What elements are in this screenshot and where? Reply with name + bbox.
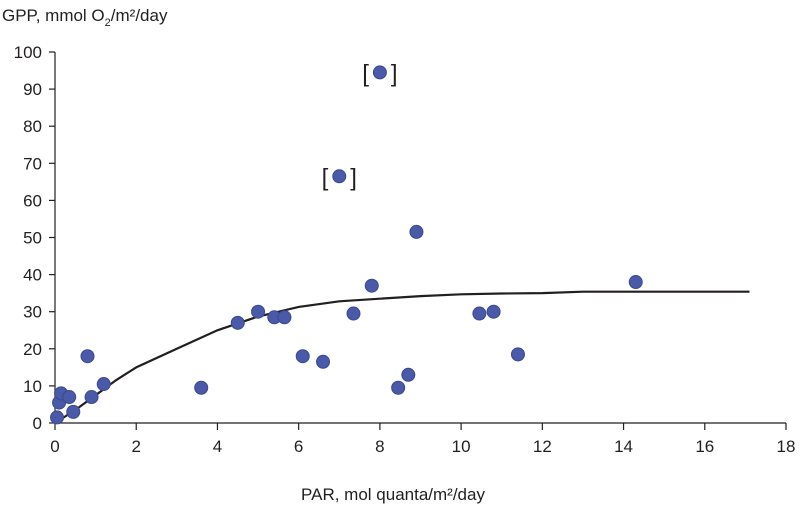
bracket-open: [ (362, 60, 369, 87)
y-tick-label: 100 (14, 43, 42, 62)
x-tick-label: 18 (777, 437, 796, 456)
data-point (66, 404, 81, 419)
y-tick-label: 70 (23, 154, 42, 173)
x-tick-label: 14 (614, 437, 633, 456)
y-tick-label: 80 (23, 117, 42, 136)
x-tick-label: 4 (213, 437, 222, 456)
x-tick-label: 0 (50, 437, 59, 456)
data-point (372, 65, 387, 80)
data-point (316, 354, 331, 369)
data-point (80, 349, 95, 364)
x-tick-label: 12 (533, 437, 552, 456)
x-tick-label: 2 (131, 437, 140, 456)
data-point (84, 390, 99, 405)
y-tick-label: 90 (23, 80, 42, 99)
y-tick-label: 40 (23, 266, 42, 285)
data-point (510, 347, 525, 362)
data-point (401, 367, 416, 382)
x-tick-label: 16 (695, 437, 714, 456)
bracket-open: [ (322, 164, 329, 191)
y-tick-label: 20 (23, 340, 42, 359)
bracket-close: ] (391, 60, 398, 87)
x-tick-label: 10 (452, 437, 471, 456)
data-point (62, 390, 77, 405)
y-tick-label: 60 (23, 191, 42, 210)
x-axis-title: PAR, mol quanta/m²/day (301, 485, 485, 504)
data-point (628, 275, 643, 290)
y-tick-label: 10 (23, 377, 42, 396)
data-point (364, 278, 379, 293)
y-tick-label: 0 (33, 414, 42, 433)
data-point (472, 306, 487, 321)
data-point (96, 377, 111, 392)
data-point (295, 349, 310, 364)
data-point (194, 380, 209, 395)
data-points (50, 65, 643, 425)
data-point (409, 224, 424, 239)
bracket-close: ] (350, 164, 357, 191)
x-axis: 0 2 4 6 8 10 12 14 16 18 (50, 423, 795, 456)
fit-line (54, 290, 750, 424)
data-point (50, 410, 65, 425)
y-axis-title: GPP, mmol O2/m²/day (2, 6, 168, 29)
y-tick-label: 50 (23, 229, 42, 248)
x-tick-label: 8 (375, 437, 384, 456)
bracket-markers: [] [] (322, 60, 398, 191)
data-point (332, 169, 347, 184)
data-point (486, 304, 501, 319)
y-axis: 0 10 20 30 40 50 60 70 80 90 100 (14, 43, 55, 433)
data-point (277, 310, 292, 325)
data-point (391, 380, 406, 395)
data-point (230, 315, 245, 330)
data-point (251, 304, 266, 319)
y-tick-label: 30 (23, 303, 42, 322)
data-point (346, 306, 361, 321)
x-tick-label: 6 (294, 437, 303, 456)
